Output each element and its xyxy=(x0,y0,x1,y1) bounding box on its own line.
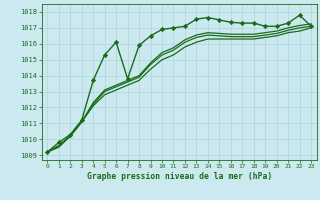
X-axis label: Graphe pression niveau de la mer (hPa): Graphe pression niveau de la mer (hPa) xyxy=(87,172,272,181)
